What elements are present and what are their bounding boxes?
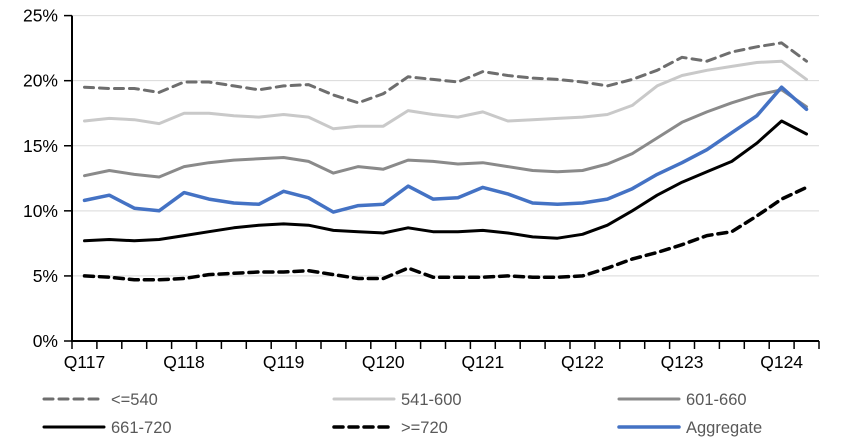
x-axis-label: Q121 bbox=[461, 352, 504, 372]
series-line-720 bbox=[82, 185, 809, 282]
legend-label: 661-720 bbox=[111, 419, 172, 437]
x-axis-label: Q119 bbox=[263, 352, 305, 372]
x-axis-label: Q123 bbox=[661, 352, 704, 372]
legend-item-540: <=540 bbox=[42, 391, 158, 409]
y-axis-label: 15% bbox=[23, 136, 58, 156]
x-axis-label: Q118 bbox=[163, 352, 205, 372]
legend-label: 541-600 bbox=[401, 391, 462, 409]
series-line-661-720 bbox=[83, 119, 808, 243]
x-axis-label: Q122 bbox=[561, 352, 604, 372]
y-axis-label: 0% bbox=[33, 331, 58, 351]
y-axis-label: 10% bbox=[23, 201, 58, 221]
legend-item-601-660: 601-660 bbox=[617, 391, 747, 409]
series-line-aggregate bbox=[82, 85, 809, 214]
legend-item-720: >=720 bbox=[332, 419, 448, 437]
legend-item-541-600: 541-600 bbox=[332, 391, 462, 409]
y-axis-label: 5% bbox=[33, 266, 58, 286]
series-line-541-600 bbox=[83, 59, 808, 131]
series-line-601-660 bbox=[83, 88, 808, 179]
legend-label: >=720 bbox=[401, 419, 448, 437]
legend-item-661-720: 661-720 bbox=[42, 419, 172, 437]
y-axis-label: 25% bbox=[23, 6, 58, 26]
y-axis-label: 20% bbox=[23, 71, 58, 91]
legend-label: <=540 bbox=[111, 391, 158, 409]
x-axis-label: Q124 bbox=[760, 352, 803, 372]
x-axis-label: Q117 bbox=[64, 352, 106, 372]
legend-label: Aggregate bbox=[686, 419, 762, 437]
legend-item-aggregate: Aggregate bbox=[617, 419, 762, 437]
legend-label: 601-660 bbox=[686, 391, 747, 409]
x-axis-label: Q120 bbox=[362, 352, 405, 372]
series-line-540 bbox=[83, 41, 808, 105]
